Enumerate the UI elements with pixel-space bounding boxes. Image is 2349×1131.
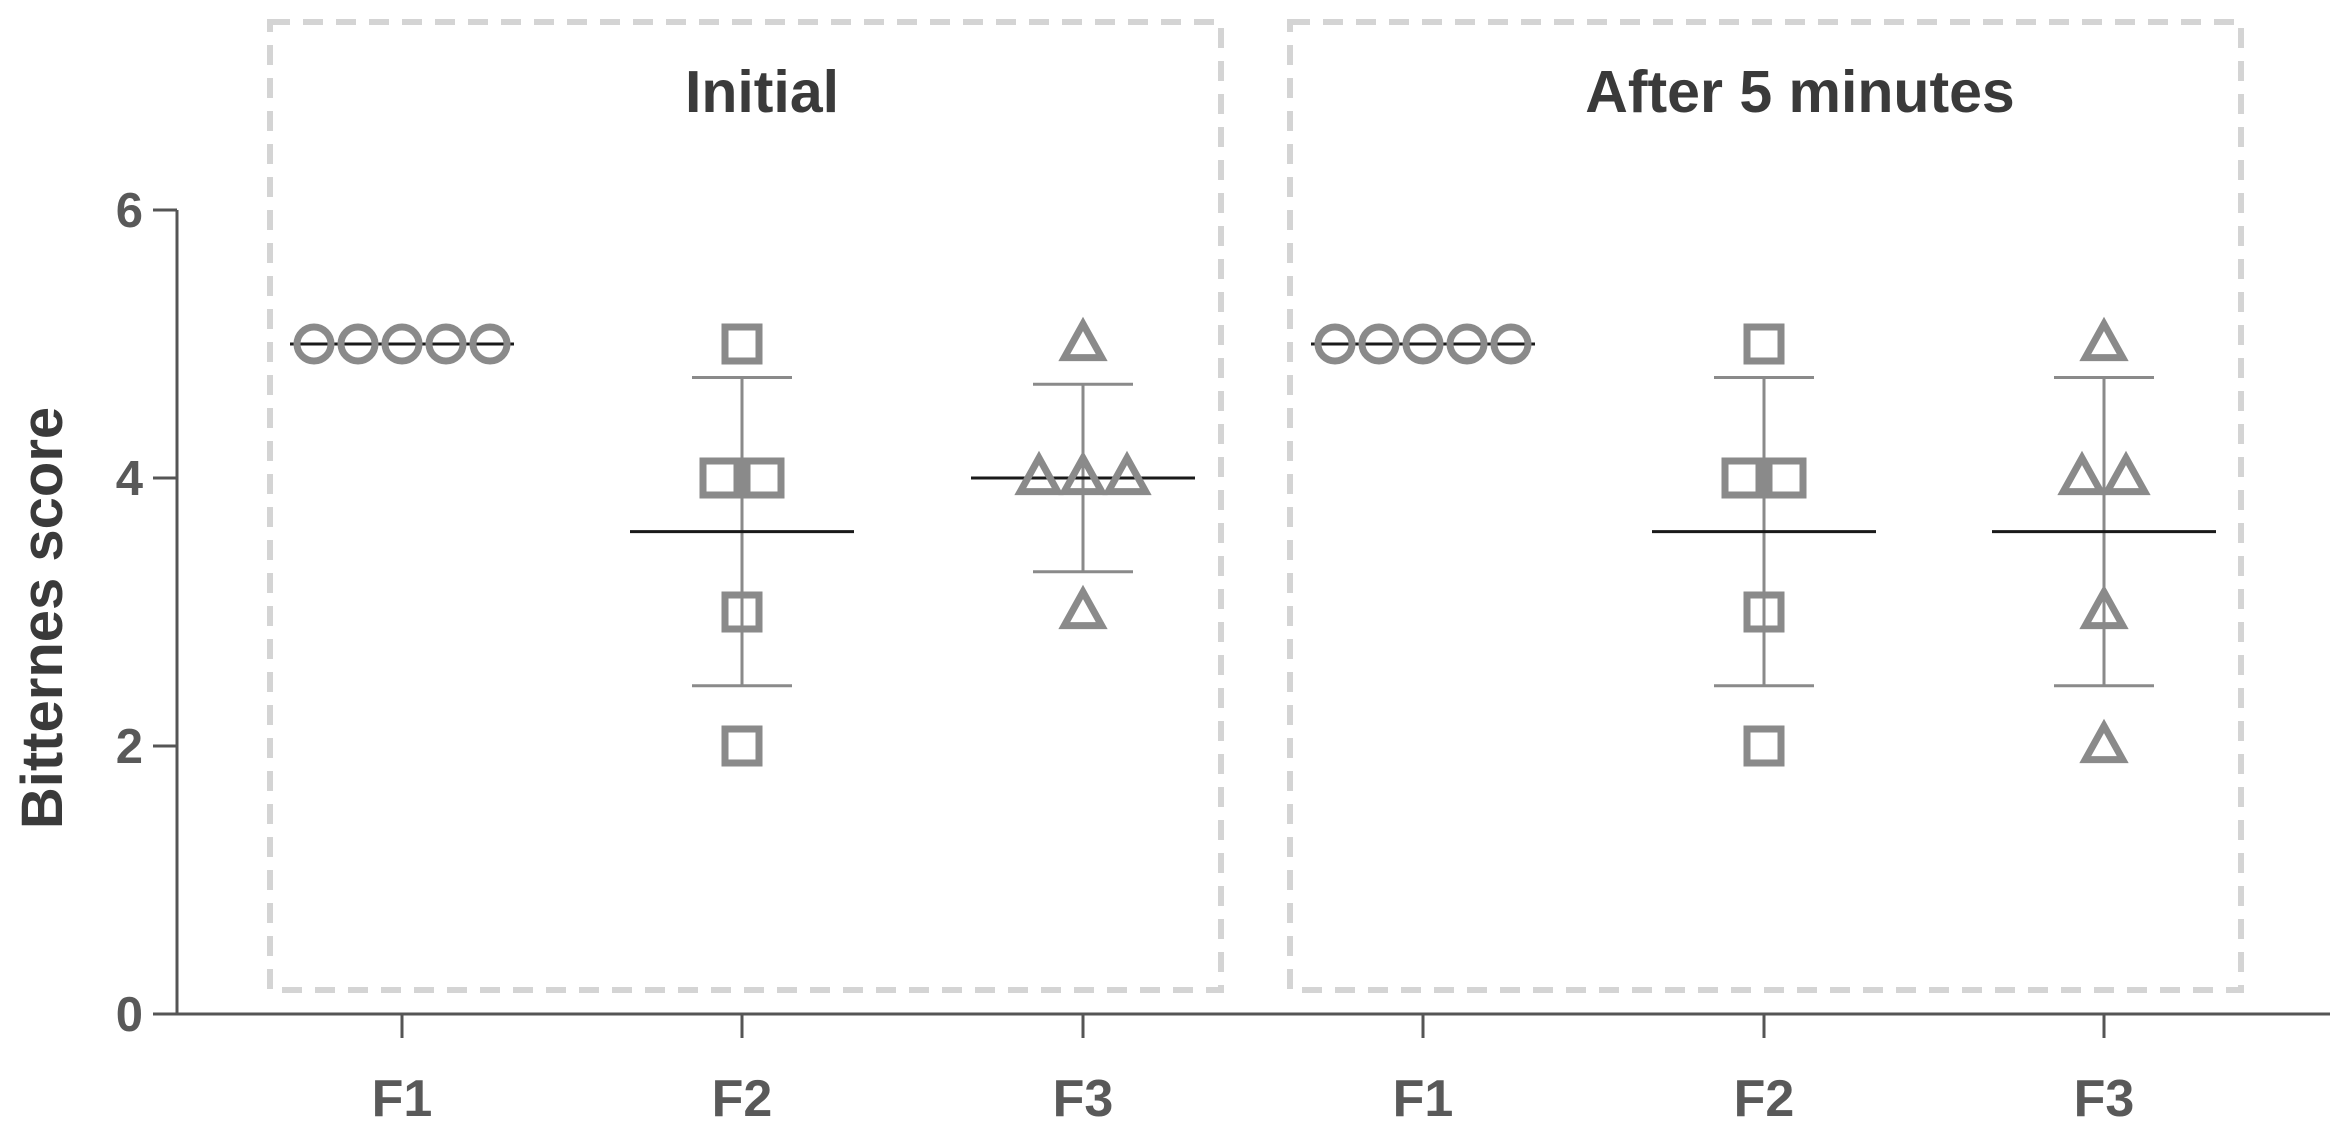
labels: 0 2 4 6 Bitternes score Initial F1 F2 F3 After 5 … — [10, 59, 2134, 1128]
y-tick-label: 0 — [116, 988, 143, 1042]
data-point — [721, 591, 763, 633]
data-point — [1402, 323, 1444, 365]
data-point — [1446, 323, 1488, 365]
data-point — [1743, 725, 1785, 767]
data-point — [2079, 718, 2129, 764]
panel-box — [1287, 19, 2244, 993]
data-point — [1743, 591, 1785, 633]
data-point — [381, 323, 423, 365]
panel-box — [267, 19, 1224, 993]
data-point — [2057, 450, 2107, 496]
x-tick-label: F1 — [1393, 1070, 1454, 1128]
data-points — [293, 316, 2151, 767]
y-tick-label: 2 — [116, 720, 143, 774]
data-point — [2101, 450, 2151, 496]
data-point — [699, 457, 741, 499]
x-tick-label: F2 — [1734, 1070, 1795, 1128]
data-point — [1058, 316, 1108, 362]
data-point — [1358, 323, 1400, 365]
data-point — [425, 323, 467, 365]
data-point — [1058, 450, 1108, 496]
panel-title: After 5 minutes — [1585, 59, 2014, 125]
x-tick-label: F3 — [2074, 1070, 2135, 1128]
data-point — [1102, 450, 1152, 496]
panel-boxes — [267, 19, 2244, 993]
y-axis-title: Bitternes score — [10, 407, 75, 829]
data-point — [1014, 450, 1064, 496]
data-point — [721, 323, 763, 365]
mean-lines — [290, 342, 2216, 534]
data-point — [2079, 316, 2129, 362]
x-tick-label: F3 — [1053, 1070, 1114, 1128]
data-point — [1058, 584, 1108, 630]
data-point — [1765, 457, 1807, 499]
data-point — [721, 725, 763, 767]
data-point — [1721, 457, 1763, 499]
x-tick-label: F1 — [372, 1070, 433, 1128]
axes — [153, 208, 2330, 1038]
data-point — [293, 323, 335, 365]
data-point — [743, 457, 785, 499]
x-tick-label: F2 — [712, 1070, 773, 1128]
data-point — [1743, 323, 1785, 365]
data-point — [2079, 584, 2129, 630]
y-tick-label: 4 — [116, 452, 143, 506]
y-tick-label: 6 — [116, 184, 143, 238]
data-point — [469, 323, 511, 365]
data-point — [1490, 323, 1532, 365]
data-point — [1314, 323, 1356, 365]
data-point — [337, 323, 379, 365]
panel-title: Initial — [685, 59, 839, 125]
error-bars — [692, 376, 2154, 688]
